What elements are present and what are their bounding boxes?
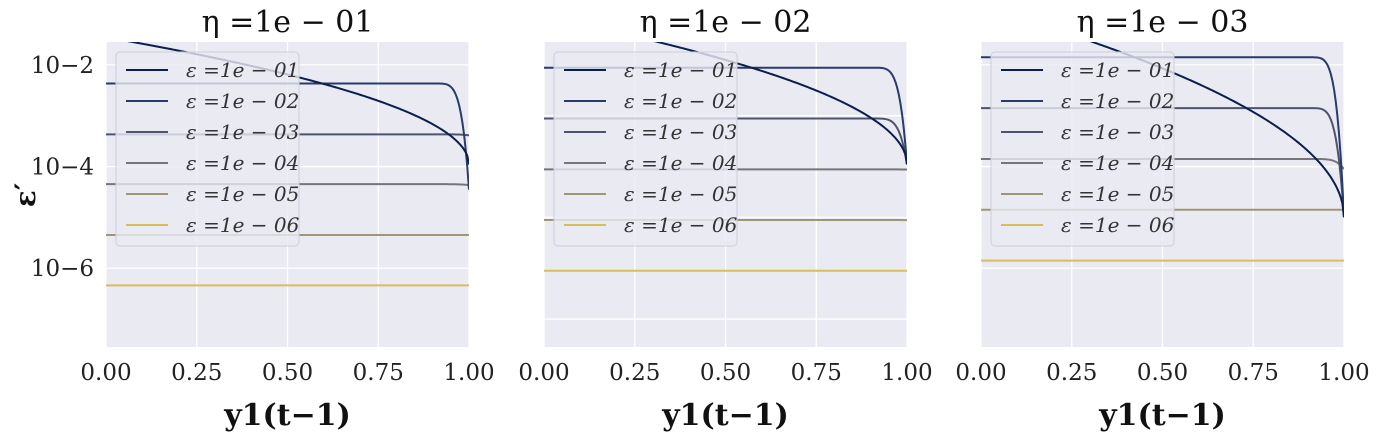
legend-label: ε =1e − 03 [624,120,737,144]
x-tick-label: 0.25 [171,360,222,386]
x-tick-label: 0.00 [955,360,1006,386]
legend: ε =1e − 01 ε =1e − 02 ε =1e − 03 ε =1e − 04… [553,51,738,247]
chart-panel-1: 0.00 0.25 0.50 0.75 1.00 10−2 10−4 10−6 η =1e − … [31,5,495,433]
legend-label: ε =1e − 05 [186,182,299,206]
legend-label: ε =1e − 06 [1061,213,1175,237]
legend-label: ε =1e − 06 [624,213,738,237]
x-axis-label: y1(t−1) [1098,398,1226,433]
legend-label: ε =1e − 01 [186,58,299,82]
y-tick-label: 10−2 [31,53,94,79]
legend-label: ε =1e − 03 [1061,120,1174,144]
x-tick-label: 0.75 [791,360,842,386]
y-axis-label: ε′ [9,183,42,207]
legend-label: ε =1e − 02 [186,89,299,113]
x-tick-label: 1.00 [881,360,932,386]
y-tick-label: 10−4 [31,155,94,181]
x-tick-label: 1.00 [1318,360,1369,386]
x-tick-label: 0.00 [518,360,569,386]
chart-title: η =1e − 03 [1077,5,1249,40]
legend-label: ε =1e − 04 [1061,151,1174,175]
x-axis-label: y1(t−1) [223,398,351,433]
legend-label: ε =1e − 02 [1061,89,1174,113]
legend: ε =1e − 01 ε =1e − 02 ε =1e − 03 ε =1e − 04… [990,51,1175,247]
x-tick-label: 0.50 [700,360,751,386]
x-tick-label: 0.25 [609,360,660,386]
legend-label: ε =1e − 06 [186,213,300,237]
x-tick-label: 0.00 [80,360,131,386]
x-tick-label: 0.75 [1228,360,1279,386]
x-tick-label: 0.25 [1046,360,1097,386]
legend-label: ε =1e − 04 [186,151,299,175]
y-tick-label: 10−6 [31,256,94,282]
chart-panel-2: 0.00 0.25 0.50 0.75 1.00 η =1e − 02 y1(t−1) ε =… [518,5,932,433]
legend-label: ε =1e − 01 [1061,58,1174,82]
x-tick-label: 0.50 [1137,360,1188,386]
legend-label: ε =1e − 02 [624,89,737,113]
x-tick-label: 0.75 [353,360,404,386]
legend-label: ε =1e − 01 [624,58,737,82]
legend-label: ε =1e − 04 [624,151,737,175]
legend-label: ε =1e − 05 [624,182,737,206]
chart-panel-3: 0.00 0.25 0.50 0.75 1.00 η =1e − 03 y1(t−1) ε =… [955,5,1369,433]
legend-label: ε =1e − 05 [1061,182,1174,206]
chart-title: η =1e − 01 [202,5,374,40]
chart-title: η =1e − 02 [640,5,812,40]
legend: ε =1e − 01 ε =1e − 02 ε =1e − 03 ε =1e − 04… [115,51,300,247]
x-tick-label: 1.00 [443,360,494,386]
legend-label: ε =1e − 03 [186,120,299,144]
x-axis-label: y1(t−1) [661,398,789,433]
x-tick-label: 0.50 [262,360,313,386]
